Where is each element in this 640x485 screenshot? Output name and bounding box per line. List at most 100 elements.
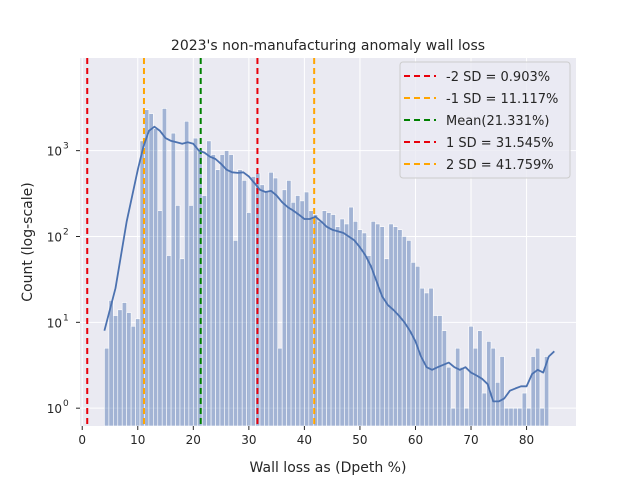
histogram-bar — [206, 140, 212, 427]
legend-label: 1 SD = 31.545% — [446, 136, 554, 151]
histogram-bar — [508, 407, 514, 427]
histogram-bar — [517, 407, 523, 427]
histogram-bar — [521, 392, 527, 427]
histogram-bar — [504, 407, 510, 427]
histogram-bar — [295, 195, 301, 427]
histogram-bar — [379, 226, 385, 427]
histogram-bar — [450, 407, 456, 427]
y-tick-label: 10 — [47, 402, 62, 416]
histogram-bar — [170, 132, 176, 427]
histogram-bar — [468, 325, 474, 427]
histogram-bar — [153, 128, 159, 427]
x-tick-label: 70 — [463, 433, 478, 447]
histogram-bar — [286, 180, 292, 427]
legend-box — [399, 61, 571, 179]
x-tick-label: 10 — [130, 433, 145, 447]
x-ticks: 0 10 20 30 40 50 60 70 80 — [78, 426, 534, 447]
histogram-bar — [366, 255, 372, 427]
kde-line — [103, 125, 555, 403]
histogram-bar — [232, 240, 239, 427]
histogram-bar — [175, 205, 181, 427]
histogram-bar — [157, 210, 163, 427]
histogram-bar — [361, 232, 367, 427]
histogram-bar — [481, 392, 487, 427]
histogram-bar — [237, 169, 243, 427]
histogram-bar — [268, 171, 274, 427]
histogram-bar — [370, 221, 376, 427]
legend-label: Mean(21.331%) — [446, 114, 549, 129]
histogram-bar — [117, 309, 123, 427]
histogram-bar — [250, 176, 256, 427]
histogram-bar — [104, 347, 110, 427]
x-tick-label: 0 — [78, 433, 86, 447]
histogram-bar — [215, 169, 221, 427]
x-tick-label: 60 — [408, 433, 423, 447]
histogram-bar — [179, 258, 185, 427]
histogram-bar — [166, 255, 172, 427]
histogram-bar — [357, 229, 363, 427]
histogram-bar — [397, 229, 403, 427]
x-tick-label: 40 — [297, 433, 312, 447]
histogram-bar — [512, 407, 518, 427]
histogram-bar — [264, 191, 270, 427]
histogram-bar — [535, 347, 541, 427]
sd-lines — [86, 58, 316, 426]
histogram-bar — [210, 154, 216, 427]
y-axis-label: Count (log-scale) — [20, 182, 36, 301]
histogram-bar — [184, 120, 190, 427]
histogram-bar — [539, 407, 545, 427]
histogram-bar — [499, 356, 505, 427]
histogram-bar — [304, 191, 310, 427]
histogram-bar — [384, 258, 390, 427]
kde-curve — [103, 125, 555, 403]
histogram-bar — [472, 347, 478, 427]
histogram-bar — [388, 223, 394, 427]
x-tick-label: 50 — [352, 433, 367, 447]
histogram-bar — [130, 325, 136, 427]
x-axis-label: Wall loss as (Dpeth %) — [250, 460, 407, 476]
histogram-bar — [135, 318, 141, 427]
chart-title: 2023's non-manufacturing anomaly wall lo… — [171, 38, 485, 54]
histogram-bar — [219, 154, 225, 427]
y-tick-exponent: 1 — [63, 313, 69, 323]
histogram-bar — [193, 137, 199, 427]
histogram-bar — [459, 366, 465, 427]
histogram-bar — [317, 221, 323, 427]
histogram-bar — [437, 315, 443, 427]
histogram-bar — [277, 347, 283, 427]
histogram-bar — [246, 212, 252, 427]
histogram-bar — [344, 223, 350, 427]
histogram-bar — [290, 202, 296, 427]
y-tick-label: 10 — [47, 145, 62, 159]
histogram-bar — [526, 407, 532, 427]
y-tick-label: 10 — [47, 316, 62, 330]
histogram-bar — [326, 212, 332, 427]
histogram-bars — [104, 108, 550, 427]
x-tick-label: 20 — [186, 433, 201, 447]
x-tick-label: 30 — [241, 433, 256, 447]
histogram-bar — [446, 366, 452, 427]
y-tick-exponent: 0 — [63, 399, 69, 409]
histogram-bar — [490, 347, 496, 427]
histogram-bar — [330, 214, 336, 427]
legend-label: -2 SD = 0.903% — [446, 70, 550, 85]
histogram-bar — [424, 292, 430, 427]
histogram-bar — [495, 382, 501, 427]
legend-label: 2 SD = 41.759% — [446, 158, 554, 173]
histogram-bar — [108, 300, 114, 427]
histogram-bar — [241, 180, 247, 427]
histogram-bar — [224, 150, 230, 427]
histogram-bar — [113, 315, 119, 427]
histogram-bar — [544, 356, 550, 427]
histogram-bar — [144, 109, 150, 427]
histogram-bar — [428, 287, 434, 427]
histogram-bar — [272, 177, 279, 427]
histogram-bar — [392, 226, 399, 427]
histogram-bar — [375, 223, 381, 427]
y-tick-label: 10 — [47, 230, 62, 244]
histogram-bar — [201, 195, 207, 427]
histogram-bar — [259, 184, 265, 427]
